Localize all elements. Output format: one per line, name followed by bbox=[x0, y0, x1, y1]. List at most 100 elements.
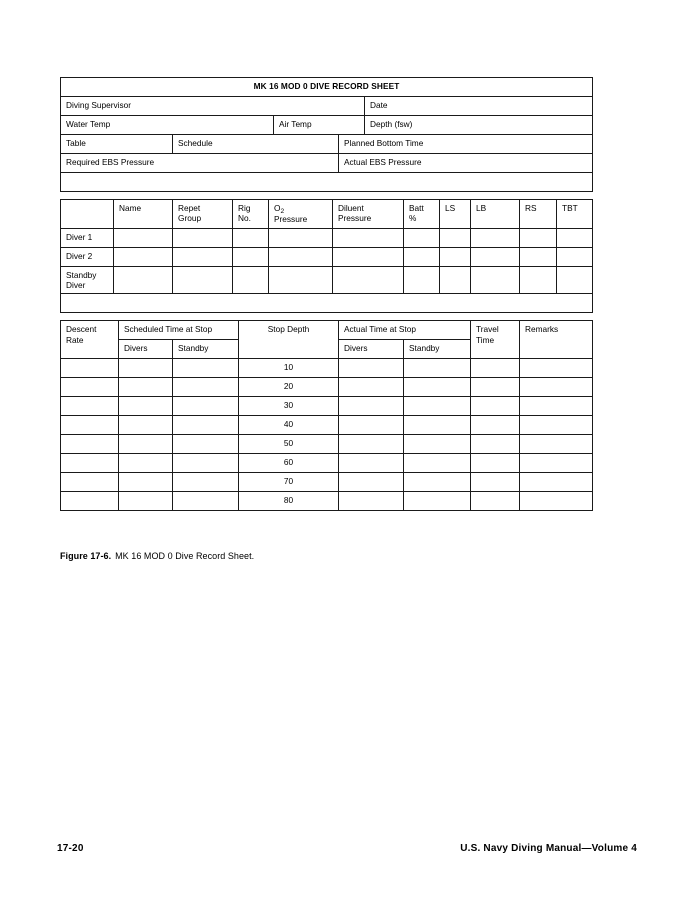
cell-standby-rs[interactable] bbox=[519, 265, 557, 295]
cell-descent-rate-2[interactable] bbox=[60, 377, 119, 398]
cell-actual-standby-1[interactable] bbox=[402, 358, 472, 379]
cell-diver1-diluent-pressure[interactable] bbox=[332, 227, 404, 248]
cell-diver1-name[interactable] bbox=[113, 227, 173, 248]
dive-record-sheet-figure: MK 16 MOD 0 DIVE RECORD SHEET Diving Sup… bbox=[59, 77, 594, 512]
cell-standby-ls[interactable] bbox=[439, 265, 471, 295]
cell-standby-repet-group[interactable] bbox=[172, 265, 233, 295]
cell-diver1-ls[interactable] bbox=[439, 227, 471, 248]
cell-diver2-tbt[interactable] bbox=[556, 246, 593, 267]
cell-sched-standby-2[interactable] bbox=[172, 377, 239, 398]
cell-actual-standby-4[interactable] bbox=[402, 415, 472, 436]
cell-sched-standby-3[interactable] bbox=[172, 396, 239, 417]
field-table[interactable]: Table bbox=[60, 134, 173, 154]
cell-diver2-rig-no[interactable] bbox=[232, 246, 269, 267]
cell-diver2-repet-group[interactable] bbox=[172, 246, 233, 267]
field-required-ebs-pressure[interactable]: Required EBS Pressure bbox=[60, 153, 339, 173]
cell-sched-divers-7[interactable] bbox=[118, 472, 173, 493]
cell-remarks-2[interactable] bbox=[519, 377, 594, 398]
cell-travel-time-7[interactable] bbox=[470, 472, 521, 493]
cell-actual-standby-5[interactable] bbox=[402, 434, 472, 455]
cell-diver2-diluent-pressure[interactable] bbox=[332, 246, 404, 267]
cell-diver2-batt-pct[interactable] bbox=[403, 246, 440, 267]
cell-sched-divers-8[interactable] bbox=[118, 491, 173, 512]
field-date[interactable]: Date bbox=[363, 96, 594, 116]
cell-descent-rate-6[interactable] bbox=[60, 453, 119, 474]
cell-actual-divers-1[interactable] bbox=[338, 358, 404, 379]
cell-actual-divers-5[interactable] bbox=[338, 434, 404, 455]
cell-actual-standby-3[interactable] bbox=[402, 396, 472, 417]
field-depth-fsw[interactable]: Depth (fsw) bbox=[363, 115, 594, 135]
cell-standby-tbt[interactable] bbox=[556, 265, 593, 295]
cell-remarks-6[interactable] bbox=[519, 453, 594, 474]
cell-actual-standby-7[interactable] bbox=[402, 472, 472, 493]
cell-remarks-3[interactable] bbox=[519, 396, 594, 417]
field-air-temp[interactable]: Air Temp bbox=[273, 115, 365, 135]
field-schedule[interactable]: Schedule bbox=[172, 134, 339, 154]
cell-actual-divers-8[interactable] bbox=[338, 491, 404, 512]
diver-col-lb: LB bbox=[470, 199, 520, 229]
cell-sched-divers-6[interactable] bbox=[118, 453, 173, 474]
cell-diver1-rs[interactable] bbox=[519, 227, 557, 248]
cell-descent-rate-4[interactable] bbox=[60, 415, 119, 436]
cell-diver2-o2-pressure[interactable] bbox=[268, 246, 333, 267]
cell-sched-standby-4[interactable] bbox=[172, 415, 239, 436]
batt-line1: Batt bbox=[409, 203, 424, 213]
cell-standby-o2-pressure[interactable] bbox=[268, 265, 333, 295]
cell-descent-rate-8[interactable] bbox=[60, 491, 119, 512]
cell-actual-divers-3[interactable] bbox=[338, 396, 404, 417]
field-planned-bottom-time[interactable]: Planned Bottom Time bbox=[337, 134, 594, 154]
cell-diver1-o2-pressure[interactable] bbox=[268, 227, 333, 248]
cell-actual-standby-8[interactable] bbox=[402, 491, 472, 512]
cell-sched-standby-5[interactable] bbox=[172, 434, 239, 455]
cell-travel-time-2[interactable] bbox=[470, 377, 521, 398]
cell-sched-standby-1[interactable] bbox=[172, 358, 239, 379]
cell-sched-standby-7[interactable] bbox=[172, 472, 239, 493]
cell-sched-standby-6[interactable] bbox=[172, 453, 239, 474]
field-water-temp[interactable]: Water Temp bbox=[60, 115, 274, 135]
cell-diver1-tbt[interactable] bbox=[556, 227, 593, 248]
cell-descent-rate-7[interactable] bbox=[60, 472, 119, 493]
cell-diver2-ls[interactable] bbox=[439, 246, 471, 267]
cell-travel-time-4[interactable] bbox=[470, 415, 521, 436]
cell-descent-rate-1[interactable] bbox=[60, 358, 119, 379]
cell-descent-rate-5[interactable] bbox=[60, 434, 119, 455]
field-diving-supervisor[interactable]: Diving Supervisor bbox=[60, 96, 365, 116]
cell-diver1-rig-no[interactable] bbox=[232, 227, 269, 248]
cell-actual-divers-2[interactable] bbox=[338, 377, 404, 398]
cell-diver2-rs[interactable] bbox=[519, 246, 557, 267]
cell-actual-standby-6[interactable] bbox=[402, 453, 472, 474]
cell-travel-time-6[interactable] bbox=[470, 453, 521, 474]
cell-standby-batt-pct[interactable] bbox=[403, 265, 440, 295]
cell-remarks-8[interactable] bbox=[519, 491, 594, 512]
stop-col-actual-time: Actual Time at Stop bbox=[337, 320, 472, 341]
cell-actual-divers-6[interactable] bbox=[338, 453, 404, 474]
cell-diver1-lb[interactable] bbox=[470, 227, 520, 248]
cell-diver1-repet-group[interactable] bbox=[172, 227, 233, 248]
cell-travel-time-3[interactable] bbox=[470, 396, 521, 417]
cell-remarks-1[interactable] bbox=[519, 358, 594, 379]
cell-sched-divers-5[interactable] bbox=[118, 434, 173, 455]
cell-remarks-4[interactable] bbox=[519, 415, 594, 436]
cell-sched-divers-4[interactable] bbox=[118, 415, 173, 436]
cell-diver2-name[interactable] bbox=[113, 246, 173, 267]
cell-travel-time-8[interactable] bbox=[470, 491, 521, 512]
cell-actual-divers-7[interactable] bbox=[338, 472, 404, 493]
cell-sched-divers-3[interactable] bbox=[118, 396, 173, 417]
cell-standby-lb[interactable] bbox=[470, 265, 520, 295]
cell-travel-time-5[interactable] bbox=[470, 434, 521, 455]
cell-sched-standby-8[interactable] bbox=[172, 491, 239, 512]
cell-standby-name[interactable] bbox=[113, 265, 173, 295]
field-actual-ebs-pressure[interactable]: Actual EBS Pressure bbox=[337, 153, 594, 173]
cell-remarks-5[interactable] bbox=[519, 434, 594, 455]
cell-travel-time-1[interactable] bbox=[470, 358, 521, 379]
cell-standby-diluent-pressure[interactable] bbox=[332, 265, 404, 295]
cell-actual-divers-4[interactable] bbox=[338, 415, 404, 436]
cell-diver2-lb[interactable] bbox=[470, 246, 520, 267]
cell-remarks-7[interactable] bbox=[519, 472, 594, 493]
cell-sched-divers-1[interactable] bbox=[118, 358, 173, 379]
cell-sched-divers-2[interactable] bbox=[118, 377, 173, 398]
cell-descent-rate-3[interactable] bbox=[60, 396, 119, 417]
cell-diver1-batt-pct[interactable] bbox=[403, 227, 440, 248]
cell-standby-rig-no[interactable] bbox=[232, 265, 269, 295]
cell-actual-standby-2[interactable] bbox=[402, 377, 472, 398]
